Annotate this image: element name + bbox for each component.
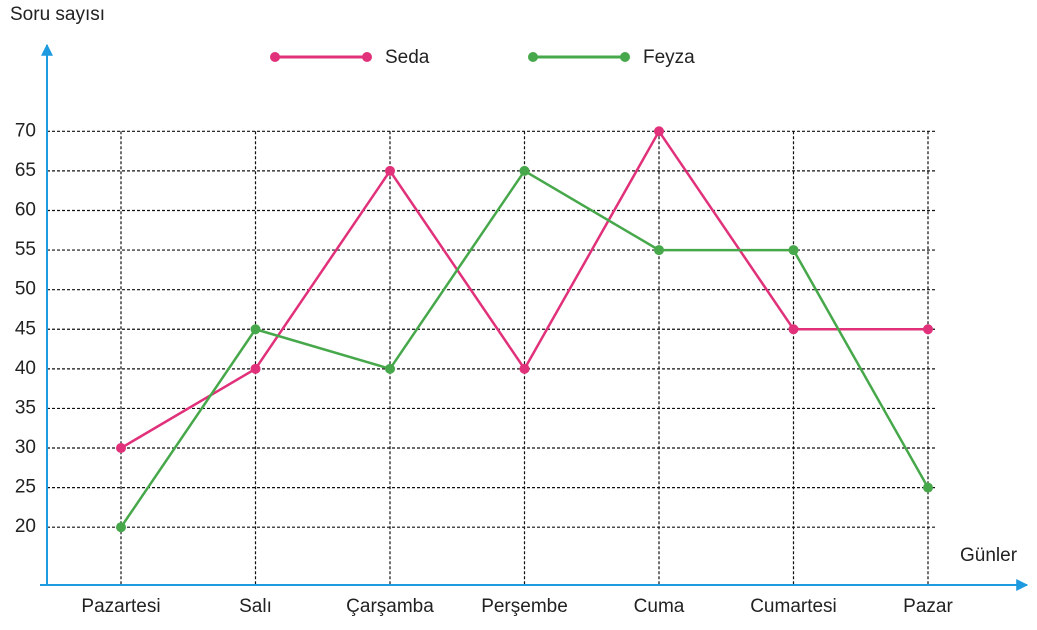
legend-dot <box>620 52 630 62</box>
point <box>250 363 261 374</box>
point <box>519 363 530 374</box>
y-tick-label: 60 <box>15 199 36 220</box>
x-tick-label: Cuma <box>634 596 685 617</box>
point <box>250 324 261 335</box>
y-tick-label: 35 <box>15 397 36 418</box>
y-tick-label: 65 <box>15 160 36 181</box>
point <box>788 245 799 256</box>
x-tick-label: Perşembe <box>481 596 568 617</box>
x-tick-label: Pazartesi <box>81 596 160 617</box>
point <box>923 482 933 493</box>
x-tick-label: Pazar <box>903 596 953 617</box>
legend-dot <box>362 52 372 62</box>
point <box>788 324 799 335</box>
legend-label: Seda <box>385 47 430 68</box>
x-tick-label: Çarşamba <box>346 596 434 617</box>
point <box>654 126 664 137</box>
x-axis-label: Günler <box>960 545 1018 566</box>
point <box>116 443 126 454</box>
y-tick-label: 20 <box>15 516 36 537</box>
point <box>385 165 395 176</box>
point <box>654 245 664 256</box>
point <box>116 522 126 533</box>
x-tick-label: Cumartesi <box>750 596 837 617</box>
y-tick-label: 45 <box>15 318 36 339</box>
y-axis-label: Soru sayısı <box>10 4 105 25</box>
y-tick-label: 70 <box>15 120 36 141</box>
y-tick-label: 30 <box>15 437 36 458</box>
y-tick-label: 25 <box>15 477 36 498</box>
y-tick-label: 50 <box>15 279 36 300</box>
legend-label: Feyza <box>643 47 695 68</box>
legend-dot <box>270 52 280 62</box>
point <box>385 363 395 374</box>
x-tick-label: Salı <box>239 596 272 617</box>
y-tick-label: 40 <box>15 358 36 379</box>
legend-dot <box>528 52 538 62</box>
point <box>923 324 933 335</box>
y-tick-label: 55 <box>15 239 36 260</box>
point <box>519 165 530 176</box>
